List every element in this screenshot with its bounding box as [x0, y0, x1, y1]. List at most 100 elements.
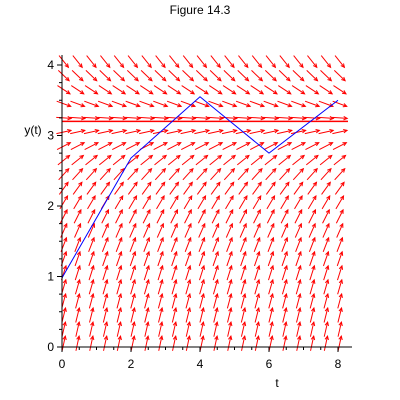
field-arrow-head: [313, 154, 319, 160]
field-arrow: [294, 208, 303, 224]
field-arrow-head: [246, 103, 252, 108]
field-arrow: [281, 264, 288, 281]
field-arrow: [304, 115, 321, 121]
field-arrow-head: [228, 278, 233, 284]
field-arrow: [70, 142, 86, 150]
field-arrow-shaft: [101, 209, 109, 224]
field-arrow-head: [255, 306, 261, 313]
field-arrow-head: [118, 208, 123, 214]
field-arrow-shaft: [74, 265, 81, 281]
field-arrow: [171, 264, 178, 281]
field-arrow-shaft: [143, 279, 150, 295]
field-arrow-head: [67, 115, 73, 121]
field-arrow-head: [76, 335, 81, 341]
field-arrow: [111, 100, 128, 108]
field-arrow: [321, 195, 331, 210]
field-arrow-head: [118, 236, 123, 242]
field-arrow: [100, 181, 111, 195]
field-arrow: [240, 250, 247, 267]
field-arrow-shaft: [251, 70, 263, 82]
field-arrow-head: [314, 90, 320, 95]
field-arrow-head: [149, 142, 155, 147]
field-arrow-head: [315, 115, 321, 121]
field-arrow: [223, 70, 236, 82]
field-arrow-shaft: [318, 116, 334, 119]
field-arrow: [171, 306, 178, 323]
field-arrow: [226, 264, 233, 281]
field-arrow: [75, 320, 81, 337]
field-arrow: [74, 236, 82, 252]
field-arrow: [225, 208, 234, 224]
field-arrow-head: [186, 306, 192, 313]
field-arrow: [332, 100, 348, 108]
field-arrow-head: [150, 115, 156, 121]
field-arrow: [211, 208, 220, 224]
field-arrow: [195, 85, 209, 95]
field-arrow: [211, 195, 220, 210]
field-arrow: [224, 55, 235, 69]
field-arrow: [253, 236, 261, 252]
field-arrow-shaft: [254, 293, 260, 309]
field-arrow: [185, 292, 192, 309]
field-arrow-head: [186, 292, 192, 298]
field-arrow-shaft: [114, 195, 124, 210]
field-arrow-shaft: [98, 85, 112, 95]
field-arrow: [335, 195, 345, 210]
field-arrow: [143, 250, 150, 267]
field-arrow-head: [218, 103, 224, 108]
field-arrow-shaft: [100, 181, 110, 195]
field-arrow: [208, 142, 224, 150]
field-arrow-shaft: [185, 265, 191, 281]
field-arrow-shaft: [238, 181, 248, 195]
field-arrow: [182, 167, 194, 181]
field-arrow: [116, 264, 123, 281]
field-arrow-head: [200, 264, 206, 270]
field-arrow-head: [191, 115, 197, 121]
field-arrow: [126, 85, 140, 95]
x-axis-label: t: [275, 376, 279, 390]
field-arrow-head: [91, 208, 96, 214]
field-arrow-head: [173, 222, 178, 228]
field-arrow-shaft: [282, 307, 287, 323]
field-arrow-head: [147, 167, 153, 173]
field-arrow-head: [104, 264, 109, 270]
field-arrow: [281, 250, 288, 267]
field-arrow-head: [341, 154, 347, 160]
field-arrow-shaft: [279, 181, 290, 195]
field-arrow-head: [297, 250, 302, 256]
field-arrow-shaft: [56, 142, 71, 150]
field-arrow-head: [283, 320, 288, 327]
field-arrow-shaft: [143, 265, 150, 281]
field-arrow-head: [76, 250, 81, 256]
field-arrow-head: [270, 208, 275, 214]
y-tick-label: 0: [47, 340, 54, 354]
field-arrow-shaft: [61, 321, 66, 337]
field-arrow: [171, 250, 178, 267]
field-arrow-head: [287, 142, 293, 147]
field-arrow-shaft: [88, 251, 95, 267]
field-arrow: [127, 55, 139, 69]
field-arrow-shaft: [86, 181, 97, 195]
field-arrow-head: [189, 167, 194, 173]
field-arrow-shaft: [306, 168, 318, 181]
field-arrow: [144, 292, 150, 309]
field-arrow-shaft: [239, 209, 247, 224]
field-arrow: [306, 70, 319, 82]
field-arrow-head: [311, 250, 316, 256]
field-arrow-shaft: [209, 155, 222, 166]
field-arrow-shaft: [235, 100, 251, 107]
field-arrow: [98, 85, 113, 95]
field-arrow-shaft: [166, 100, 182, 107]
field-arrow: [125, 100, 141, 108]
field-arrow-shaft: [126, 85, 140, 95]
field-arrow-head: [76, 292, 81, 298]
field-arrow-shaft: [194, 100, 209, 107]
field-arrow: [265, 167, 277, 181]
field-arrow-shaft: [129, 237, 136, 252]
field-arrow-shaft: [98, 155, 112, 166]
field-arrow-shaft: [139, 129, 154, 135]
field-arrow-shaft: [281, 265, 288, 281]
field-arrow: [97, 100, 114, 108]
field-arrow: [249, 115, 266, 121]
field-arrow-head: [324, 335, 329, 341]
